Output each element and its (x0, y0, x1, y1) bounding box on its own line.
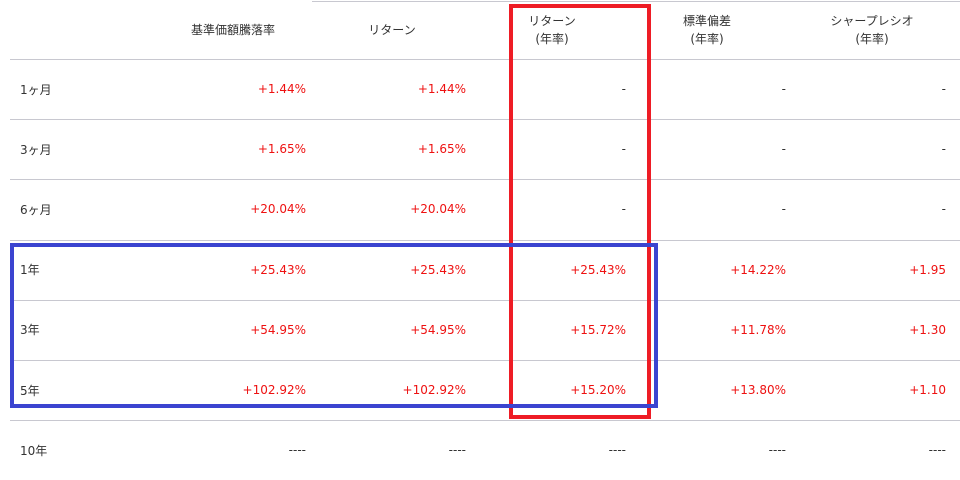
header-sharpe-ratio: シャープレシオ (年率) (802, 0, 942, 59)
header-text: リターン (368, 22, 416, 37)
row-divider (10, 420, 960, 422)
row-period-label: 10年 (20, 443, 48, 458)
cell-sharpe-ratio: +1.95 (909, 262, 946, 277)
header-annual-return: リターン (年率) (482, 0, 622, 59)
cell-return: +54.95% (410, 322, 466, 337)
highlight-annual-return-column (509, 4, 651, 419)
cell-sharpe-ratio: +1.10 (909, 383, 946, 397)
cell-sharpe-ratio: +1.30 (909, 322, 946, 337)
cell-return: ---- (448, 443, 466, 458)
cell-sharpe-ratio: - (941, 142, 946, 157)
cell-std-dev: ---- (768, 443, 786, 458)
cell-annual-return: - (621, 202, 626, 217)
header-text: (年率) (535, 31, 569, 46)
row-divider (10, 360, 960, 361)
row-divider (10, 119, 960, 121)
header-text: 標準偏差 (682, 13, 731, 28)
cell-return: +102.92% (402, 383, 466, 397)
row-period-label: 3ヶ月 (20, 142, 52, 157)
cell-return: +25.43% (410, 262, 466, 277)
header-text: (年率) (855, 31, 889, 46)
cell-nav-change: +1.65% (257, 142, 306, 157)
cell-std-dev: - (781, 142, 786, 157)
header-std-dev: 標準偏差 (年率) (637, 0, 777, 59)
header-text: (年率) (690, 31, 724, 46)
header-text: 基準価額騰落率 (190, 22, 275, 37)
header-text: リターン (528, 13, 576, 28)
cell-sharpe-ratio: - (941, 82, 946, 96)
cell-nav-change: +1.44% (257, 82, 306, 96)
cell-std-dev: +14.22% (730, 262, 786, 277)
cell-return: +20.04% (410, 202, 466, 217)
cell-annual-return: - (621, 82, 626, 96)
cell-annual-return: - (621, 142, 626, 157)
cell-sharpe-ratio: ---- (928, 443, 946, 458)
row-divider (10, 179, 960, 181)
header-return: リターン (322, 0, 462, 59)
cell-annual-return: +25.43% (570, 262, 626, 277)
cell-sharpe-ratio: - (941, 202, 946, 217)
cell-annual-return: +15.72% (570, 322, 626, 337)
header-text: シャープレシオ (830, 13, 914, 28)
table-top-border (312, 1, 960, 2)
highlight-1-5-year-rows (10, 243, 658, 408)
row-period-label: 3年 (20, 323, 40, 338)
header-nav-change: 基準価額騰落率 (163, 0, 303, 59)
row-divider (10, 299, 960, 301)
row-period-label: 1ヶ月 (20, 82, 52, 97)
row-period-label: 6ヶ月 (20, 202, 52, 217)
row-period-label: 5年 (20, 383, 40, 398)
cell-nav-change: +25.43% (250, 262, 306, 277)
cell-std-dev: - (781, 82, 786, 96)
cell-nav-change: +54.95% (250, 322, 306, 337)
cell-nav-change: ---- (288, 443, 306, 458)
cell-std-dev: - (781, 202, 786, 217)
cell-return: +1.65% (417, 142, 466, 157)
row-divider (10, 59, 960, 60)
cell-annual-return: ---- (608, 443, 626, 458)
row-period-label: 1年 (20, 263, 40, 278)
cell-std-dev: +13.80% (730, 383, 786, 397)
row-divider (10, 239, 960, 241)
cell-return: +1.44% (417, 82, 466, 96)
cell-nav-change: +102.92% (242, 383, 306, 397)
cell-nav-change: +20.04% (250, 202, 306, 217)
cell-std-dev: +11.78% (730, 322, 786, 337)
cell-annual-return: +15.20% (570, 383, 626, 397)
